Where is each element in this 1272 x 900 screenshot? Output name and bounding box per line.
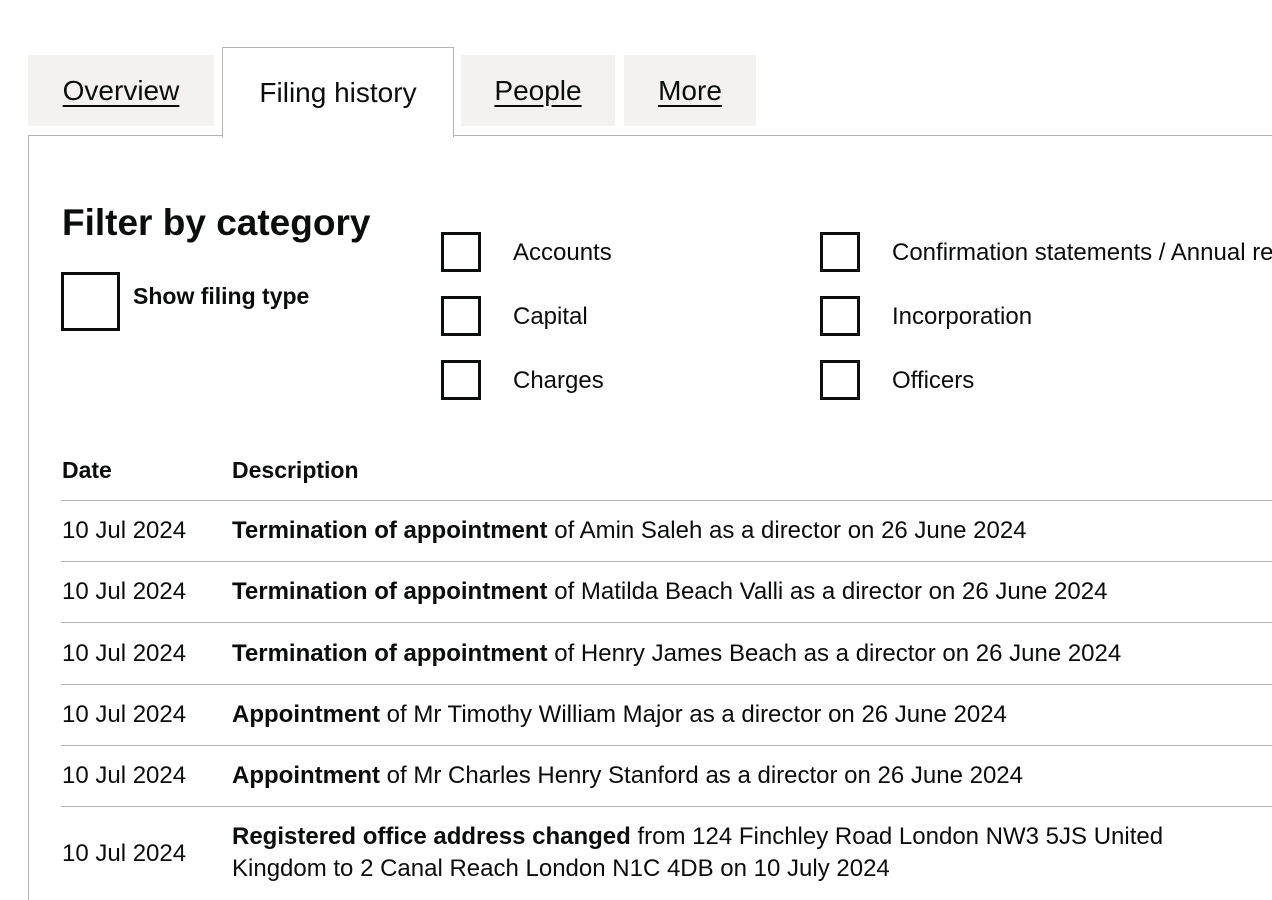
checkbox-label[interactable]: Charges bbox=[513, 367, 604, 394]
description-type: Registered office address changed bbox=[232, 823, 631, 850]
date-cell: 10 Jul 2024 bbox=[62, 516, 187, 544]
description-type: Appointment bbox=[232, 762, 380, 789]
checkbox[interactable] bbox=[820, 296, 860, 336]
row-divider bbox=[61, 622, 1272, 623]
checkbox-label[interactable]: Show filing type bbox=[133, 283, 310, 309]
tab-selected[interactable]: Filing history bbox=[222, 47, 454, 137]
checkbox[interactable] bbox=[441, 360, 481, 400]
row-divider bbox=[61, 684, 1272, 685]
row-divider bbox=[61, 806, 1272, 807]
description-type: Termination of appointment bbox=[232, 578, 548, 605]
description-type: Termination of appointment bbox=[232, 517, 548, 544]
description-type: Termination of appointment bbox=[232, 640, 548, 667]
filter-title: Filter by category bbox=[62, 202, 371, 243]
tab[interactable]: Overview bbox=[28, 55, 214, 126]
description-cell: Termination of appointment of Henry Jame… bbox=[232, 638, 1242, 670]
checkbox-label[interactable]: Incorporation bbox=[892, 303, 1033, 330]
description-text: of Amin Saleh as a director on 26 June 2… bbox=[554, 517, 1027, 544]
checkbox-label[interactable]: Accounts bbox=[513, 239, 612, 266]
tab-panel bbox=[28, 135, 1272, 900]
checkbox[interactable] bbox=[441, 232, 481, 272]
checkbox[interactable] bbox=[820, 232, 860, 272]
row-divider bbox=[61, 561, 1272, 562]
checkbox-label[interactable]: Capital bbox=[513, 303, 588, 330]
date-cell: 10 Jul 2024 bbox=[62, 700, 187, 728]
description-text: from 124 Finchley Road London NW3 5JS Un… bbox=[232, 823, 1164, 882]
checkbox-label[interactable]: Confirmation statements / Annual returns bbox=[892, 239, 1272, 266]
checkbox[interactable] bbox=[61, 272, 120, 331]
date-cell: 10 Jul 2024 bbox=[62, 840, 187, 867]
date-cell: 10 Jul 2024 bbox=[62, 639, 187, 667]
checkbox[interactable] bbox=[441, 296, 481, 336]
tab[interactable]: People bbox=[461, 55, 615, 126]
column-header: Description bbox=[232, 457, 359, 483]
description-cell: Termination of appointment of Amin Saleh… bbox=[232, 515, 1242, 547]
description-type: Appointment bbox=[232, 701, 380, 728]
description-cell: Appointment of Mr Charles Henry Stanford… bbox=[232, 760, 1242, 792]
date-cell: 10 Jul 2024 bbox=[62, 761, 187, 789]
description-text: of Mr Timothy William Major as a directo… bbox=[386, 701, 1007, 728]
tab[interactable]: More bbox=[624, 55, 756, 126]
checkbox[interactable] bbox=[820, 360, 860, 400]
row-divider bbox=[61, 500, 1272, 501]
description-cell: Registered office address changed from 1… bbox=[232, 821, 1242, 885]
row-divider bbox=[61, 745, 1272, 746]
checkbox-label[interactable]: Officers bbox=[892, 367, 975, 394]
description-text: of Henry James Beach as a director on 26… bbox=[554, 640, 1122, 667]
description-text: of Mr Charles Henry Stanford as a direct… bbox=[386, 762, 1023, 789]
description-text: of Matilda Beach Valli as a director on … bbox=[554, 578, 1108, 605]
column-header: Date bbox=[62, 457, 112, 483]
date-cell: 10 Jul 2024 bbox=[62, 577, 187, 605]
description-cell: Termination of appointment of Matilda Be… bbox=[232, 576, 1242, 608]
description-cell: Appointment of Mr Timothy William Major … bbox=[232, 699, 1242, 731]
